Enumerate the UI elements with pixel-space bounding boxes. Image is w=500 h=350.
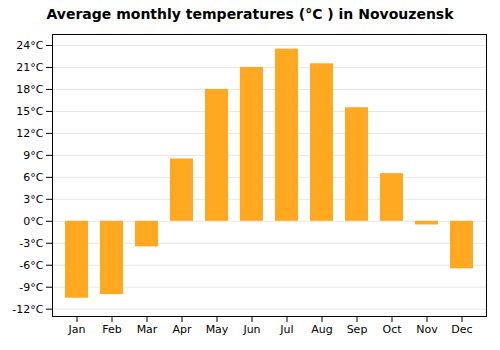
svg-text:Jan: Jan [68, 323, 86, 336]
svg-text:9°C: 9°C [23, 149, 43, 162]
svg-text:May: May [206, 323, 229, 336]
svg-text:-3°C: -3°C [19, 237, 43, 250]
svg-text:-6°C: -6°C [19, 259, 43, 272]
svg-text:Jun: Jun [242, 323, 260, 336]
svg-text:-9°C: -9°C [19, 281, 43, 294]
svg-text:Jul: Jul [279, 323, 293, 336]
svg-text:Apr: Apr [172, 323, 192, 336]
svg-text:-12°C: -12°C [12, 303, 43, 316]
svg-text:12°C: 12°C [16, 127, 43, 140]
svg-text:15°C: 15°C [16, 105, 43, 118]
svg-text:6°C: 6°C [23, 171, 43, 184]
svg-text:21°C: 21°C [16, 61, 43, 74]
svg-text:0°C: 0°C [23, 215, 43, 228]
svg-text:Oct: Oct [382, 323, 402, 336]
html-text:Average monthly temperatures (: Average monthly temperatures (°C ) in No… [46, 6, 454, 22]
svg-text:Aug: Aug [311, 323, 332, 336]
svg-text:Nov: Nov [416, 323, 438, 336]
svg-text:Sep: Sep [347, 323, 368, 336]
svg-text:Mar: Mar [137, 323, 158, 336]
svg-text:Dec: Dec [451, 323, 472, 336]
svg-text:Feb: Feb [102, 323, 121, 336]
svg-text:18°C: 18°C [16, 83, 43, 96]
svg-text:3°C: 3°C [23, 193, 43, 206]
svg-text:24°C: 24°C [16, 39, 43, 52]
